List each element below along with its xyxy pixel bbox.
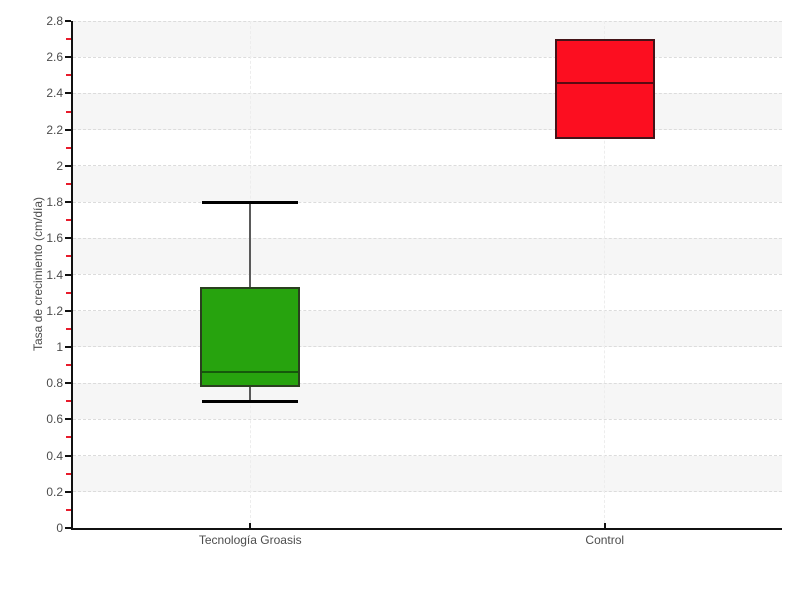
grid-band bbox=[73, 455, 782, 492]
y-major-tick bbox=[65, 418, 71, 421]
y-tick-label: 2.6 bbox=[46, 50, 63, 65]
y-major-tick bbox=[65, 490, 71, 493]
h-gridline bbox=[73, 165, 782, 167]
category-label: Control bbox=[585, 533, 625, 547]
h-gridline bbox=[73, 310, 782, 312]
y-major-tick bbox=[65, 56, 71, 59]
grid-band bbox=[73, 274, 782, 311]
y-major-tick bbox=[65, 345, 71, 348]
y-tick-label: 1.2 bbox=[46, 303, 63, 318]
y-minor-tick bbox=[66, 255, 71, 258]
h-gridline bbox=[73, 92, 782, 94]
h-gridline bbox=[73, 382, 782, 384]
grid-band bbox=[73, 383, 782, 420]
x-tick bbox=[603, 523, 606, 528]
y-minor-tick bbox=[66, 436, 71, 439]
h-gridline bbox=[73, 455, 782, 457]
y-axis-title: Tasa de crecimiento (cm/día) bbox=[31, 196, 45, 352]
grid-band bbox=[73, 238, 782, 275]
y-tick-label: 0 bbox=[56, 521, 63, 535]
x-axis-line bbox=[71, 528, 782, 530]
y-minor-tick bbox=[66, 400, 71, 403]
y-major-tick bbox=[65, 92, 71, 95]
y-minor-tick bbox=[66, 327, 71, 330]
h-gridline bbox=[73, 237, 782, 239]
grid-band bbox=[73, 419, 782, 456]
y-tick-label: 2.2 bbox=[46, 122, 63, 137]
y-major-tick bbox=[65, 201, 71, 204]
h-gridline bbox=[73, 56, 782, 58]
whisker-upper-line bbox=[249, 202, 252, 288]
h-gridline bbox=[73, 274, 782, 275]
y-major-tick bbox=[65, 20, 71, 22]
y-minor-tick bbox=[66, 364, 71, 367]
y-tick-label: 1.8 bbox=[46, 195, 63, 210]
y-minor-tick bbox=[66, 38, 71, 41]
h-gridline bbox=[73, 346, 782, 348]
y-tick-label: 0.8 bbox=[46, 376, 63, 391]
h-gridline bbox=[73, 20, 782, 22]
y-tick-label: 2.4 bbox=[46, 86, 63, 101]
median-line bbox=[202, 371, 299, 374]
h-gridline bbox=[73, 491, 782, 493]
whisker-lower-cap bbox=[202, 399, 299, 403]
y-minor-tick bbox=[66, 74, 71, 77]
y-major-tick bbox=[65, 309, 71, 312]
y-major-tick bbox=[65, 527, 71, 529]
y-tick-label: 0.6 bbox=[46, 412, 63, 427]
y-minor-tick bbox=[66, 291, 71, 294]
y-tick-label: 0.2 bbox=[46, 484, 63, 499]
y-minor-tick bbox=[66, 146, 71, 149]
y-minor-tick bbox=[66, 472, 71, 475]
y-axis-line bbox=[71, 21, 73, 530]
grid-band bbox=[73, 346, 782, 384]
y-major-tick bbox=[65, 128, 71, 131]
h-gridline bbox=[73, 418, 782, 420]
y-tick-label: 0.4 bbox=[46, 448, 63, 463]
x-tick bbox=[249, 523, 252, 528]
y-minor-tick bbox=[66, 219, 71, 222]
y-minor-tick bbox=[66, 110, 71, 113]
grid-band bbox=[73, 165, 782, 203]
whisker-upper-cap bbox=[202, 200, 299, 204]
y-major-tick bbox=[65, 382, 71, 385]
grid-band bbox=[73, 93, 782, 130]
y-tick-label: 2 bbox=[56, 158, 63, 173]
y-tick-label: 2.8 bbox=[46, 14, 63, 28]
y-major-tick bbox=[65, 164, 71, 167]
v-gridline bbox=[604, 21, 606, 528]
whisker-lower-line bbox=[249, 386, 252, 402]
grid-band bbox=[73, 57, 782, 94]
y-tick-label: 1 bbox=[56, 339, 63, 354]
h-gridline bbox=[73, 201, 782, 203]
y-major-tick bbox=[65, 237, 71, 240]
y-major-tick bbox=[65, 454, 71, 457]
grid-band bbox=[73, 491, 782, 528]
grid-band bbox=[73, 310, 782, 347]
y-minor-tick bbox=[66, 508, 71, 511]
grid-band bbox=[73, 129, 782, 166]
y-tick-label: 1.6 bbox=[46, 231, 63, 246]
grid-band bbox=[73, 202, 782, 239]
grid-band bbox=[73, 21, 782, 58]
y-minor-tick bbox=[66, 182, 71, 185]
y-tick-label: 1.4 bbox=[46, 267, 63, 282]
box-control bbox=[554, 39, 655, 139]
h-gridline bbox=[73, 129, 782, 131]
median-line bbox=[556, 81, 653, 84]
box-tecnologia-groasis bbox=[200, 287, 301, 387]
category-label: Tecnología Groasis bbox=[198, 533, 302, 547]
y-major-tick bbox=[65, 273, 71, 276]
